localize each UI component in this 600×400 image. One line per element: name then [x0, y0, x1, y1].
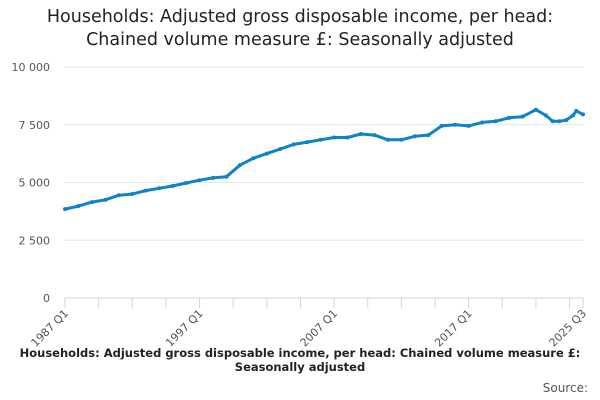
legend-series-label: Households: Adjusted gross disposable in… — [19, 346, 581, 374]
x-tick-label: 1997 Q1 — [163, 307, 206, 350]
data-point — [557, 119, 562, 124]
y-tick-label: 2 500 — [19, 234, 51, 247]
source-label: Source: — [542, 381, 588, 395]
x-tick-label: 2017 Q1 — [432, 307, 475, 350]
x-tick-label: 2007 Q1 — [298, 307, 341, 350]
data-point — [291, 142, 296, 147]
data-point — [426, 133, 431, 138]
data-point — [372, 133, 377, 138]
data-point — [412, 134, 417, 139]
data-point — [564, 118, 569, 123]
y-tick-label: 7 500 — [19, 119, 51, 132]
data-point — [439, 123, 444, 128]
data-point — [332, 135, 337, 140]
data-point — [116, 193, 121, 198]
y-tick-label: 0 — [43, 292, 50, 305]
data-point — [89, 200, 94, 205]
data-point — [550, 119, 555, 124]
data-point — [130, 192, 135, 197]
data-point — [493, 119, 498, 124]
data-point — [480, 120, 485, 125]
chart-title-line-1: Households: Adjusted gross disposable in… — [46, 7, 554, 27]
data-point — [278, 147, 283, 152]
data-point — [453, 122, 458, 127]
data-point — [345, 135, 350, 140]
data-point — [224, 174, 229, 179]
data-point — [507, 115, 511, 120]
data-point — [305, 140, 310, 145]
data-point — [103, 197, 108, 202]
data-point — [251, 156, 256, 161]
data-point — [570, 113, 575, 118]
data-point — [574, 108, 579, 113]
data-point — [264, 151, 269, 156]
data-point — [197, 178, 202, 183]
data-point — [466, 123, 471, 128]
data-point — [359, 131, 363, 136]
data-point — [544, 113, 548, 118]
x-tick-label: 1987 Q1 — [29, 307, 72, 350]
data-point — [157, 186, 162, 191]
data-point — [385, 137, 390, 142]
data-point — [533, 107, 538, 112]
data-point — [318, 137, 323, 142]
data-point — [143, 188, 148, 193]
data-point — [63, 207, 67, 212]
x-tick-label: 2025 Q3 — [547, 307, 590, 350]
data-point — [211, 175, 215, 180]
y-tick-label: 10 000 — [12, 61, 51, 74]
chart-title-line-2: Chained volume measure £: Seasonally adj… — [86, 30, 514, 50]
data-point — [76, 204, 81, 209]
data-point — [237, 163, 242, 168]
data-point — [581, 112, 585, 117]
y-tick-label: 5 000 — [19, 177, 51, 190]
data-point — [184, 180, 189, 185]
data-point — [520, 114, 525, 119]
data-point — [170, 183, 175, 188]
data-point — [399, 137, 404, 142]
chart-title: Households: Adjusted gross disposable in… — [0, 6, 600, 52]
